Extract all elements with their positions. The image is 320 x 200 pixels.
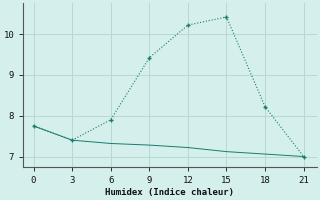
X-axis label: Humidex (Indice chaleur): Humidex (Indice chaleur) bbox=[105, 188, 234, 197]
